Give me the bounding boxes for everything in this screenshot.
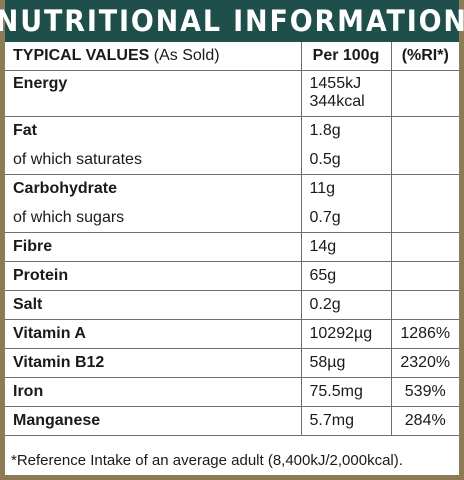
table-row: Fat 1.8g [5, 116, 459, 146]
title-bar: NUTRITIONAL INFORMATION [0, 0, 464, 42]
row-label: Vitamin A [5, 319, 302, 349]
energy-kcal: 344kcal [309, 93, 365, 110]
row-value: 75.5mg [300, 377, 392, 407]
row-ri [390, 203, 459, 233]
table-row: Manganese 5.7mg 284% [5, 406, 459, 436]
row-value: 0.2g [300, 290, 392, 320]
row-value: 58µg [300, 348, 392, 378]
row-label: Carbohydrate [5, 174, 302, 204]
row-label: Vitamin B12 [5, 348, 302, 378]
page-title: NUTRITIONAL INFORMATION [0, 4, 464, 38]
header-typical-label: TYPICAL VALUES [13, 47, 150, 64]
row-value: 14g [300, 232, 392, 262]
row-label: Iron [5, 377, 302, 407]
row-ri [390, 232, 459, 262]
row-ri [390, 174, 459, 204]
row-ri [390, 290, 459, 320]
row-ri [390, 116, 459, 146]
table-row: Carbohydrate 11g [5, 174, 459, 204]
row-ri: 539% [390, 377, 459, 407]
row-ri [390, 70, 459, 117]
table-header-row: TYPICAL VALUES (As Sold) Per 100g (%RI*) [5, 42, 459, 71]
row-value: 10292µg [300, 319, 392, 349]
table-row: Iron 75.5mg 539% [5, 377, 459, 407]
row-value: 65g [300, 261, 392, 291]
row-value: 1.8g [300, 116, 392, 146]
table-row: Vitamin A 10292µg 1286% [5, 319, 459, 349]
row-label: of which sugars [5, 203, 302, 233]
row-value: 11g [300, 174, 392, 204]
row-value: 0.7g [300, 203, 392, 233]
row-label: Fat [5, 116, 302, 146]
table-row: Salt 0.2g [5, 290, 459, 320]
row-ri: 2320% [390, 348, 459, 378]
table-row-energy: Energy 1455kJ 344kcal [5, 70, 459, 117]
table-row: Fibre 14g [5, 232, 459, 262]
table-row: Protein 65g [5, 261, 459, 291]
table-row: Vitamin B12 58µg 2320% [5, 348, 459, 378]
row-label: Salt [5, 290, 302, 320]
row-label: Fibre [5, 232, 302, 262]
header-typical-values: TYPICAL VALUES (As Sold) [5, 42, 302, 71]
energy-kj: 1455kJ [309, 75, 362, 92]
row-label: Protein [5, 261, 302, 291]
table-row: of which saturates 0.5g [5, 145, 459, 175]
header-per-100g: Per 100g [300, 42, 392, 71]
row-value: 1455kJ 344kcal [300, 70, 392, 117]
row-ri: 1286% [390, 319, 459, 349]
row-value: 0.5g [300, 145, 392, 175]
row-ri [390, 145, 459, 175]
header-as-sold-label: (As Sold) [153, 47, 220, 64]
footnote: *Reference Intake of an average adult (8… [11, 451, 403, 469]
row-label: of which saturates [5, 145, 302, 175]
row-ri: 284% [390, 406, 459, 436]
header-ri: (%RI*) [390, 42, 459, 71]
table-row: of which sugars 0.7g [5, 203, 459, 233]
row-value: 5.7mg [300, 406, 392, 436]
row-ri [390, 261, 459, 291]
row-label: Manganese [5, 406, 302, 436]
nutrition-table: TYPICAL VALUES (As Sold) Per 100g (%RI*)… [5, 42, 459, 436]
row-label: Energy [5, 70, 302, 117]
